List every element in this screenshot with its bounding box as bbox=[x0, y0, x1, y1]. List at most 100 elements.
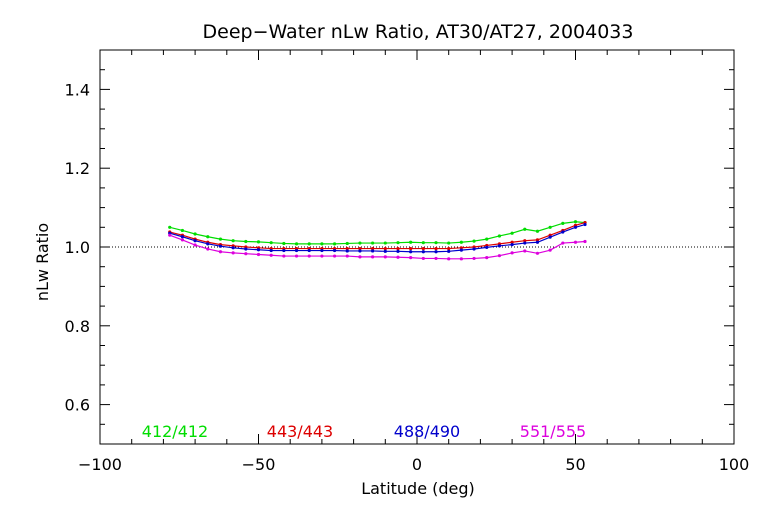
data-point bbox=[548, 225, 552, 229]
data-point bbox=[573, 220, 578, 224]
x-axis-label: Latitude (deg) bbox=[361, 479, 475, 498]
data-point bbox=[383, 249, 387, 253]
legend: 412/412 443/443 488/490 551/555 bbox=[142, 422, 586, 441]
series-layer bbox=[168, 220, 587, 261]
data-point bbox=[434, 250, 438, 254]
data-point bbox=[168, 233, 172, 237]
data-point bbox=[269, 241, 273, 245]
x-tick-label: 50 bbox=[565, 455, 585, 474]
data-point bbox=[409, 250, 413, 254]
data-point bbox=[421, 256, 425, 261]
data-point bbox=[510, 251, 514, 255]
data-point bbox=[583, 222, 587, 227]
data-point bbox=[434, 246, 438, 251]
data-point bbox=[523, 239, 527, 243]
data-point bbox=[282, 248, 286, 253]
data-point bbox=[371, 246, 375, 251]
data-point bbox=[218, 237, 223, 241]
data-point bbox=[193, 239, 197, 243]
data-point bbox=[180, 238, 185, 242]
data-point bbox=[510, 240, 514, 244]
data-point bbox=[256, 240, 261, 244]
data-point bbox=[332, 254, 337, 258]
data-point bbox=[282, 241, 286, 246]
data-point bbox=[231, 251, 235, 255]
data-point bbox=[383, 241, 387, 245]
series-line bbox=[169, 234, 586, 260]
data-point bbox=[320, 254, 324, 258]
x-tick-label: 0 bbox=[412, 455, 422, 474]
data-point bbox=[548, 235, 552, 239]
y-tick-label: 1.2 bbox=[65, 159, 90, 178]
data-point bbox=[269, 253, 273, 257]
data-point bbox=[345, 246, 349, 251]
data-point bbox=[320, 242, 324, 246]
data-point bbox=[294, 248, 299, 253]
data-point bbox=[244, 252, 248, 256]
data-point bbox=[548, 248, 552, 252]
data-point bbox=[332, 248, 337, 253]
data-point bbox=[206, 242, 210, 246]
data-point bbox=[307, 242, 311, 246]
data-point bbox=[396, 241, 400, 245]
data-point bbox=[193, 232, 197, 236]
data-point bbox=[345, 249, 349, 253]
data-point bbox=[510, 243, 514, 247]
data-point bbox=[561, 241, 565, 245]
data-point bbox=[497, 254, 502, 258]
data-point bbox=[573, 240, 578, 244]
x-tick-label: 100 bbox=[719, 455, 750, 474]
data-point bbox=[218, 244, 223, 248]
legend-entry: 488/490 bbox=[394, 422, 460, 441]
legend-entry: 551/555 bbox=[520, 422, 586, 441]
data-point bbox=[180, 228, 185, 233]
data-point bbox=[282, 254, 286, 258]
y-axis-ticks: 0.6 0.8 1.0 1.2 1.4 bbox=[65, 80, 734, 415]
data-point bbox=[396, 246, 400, 251]
data-point bbox=[206, 235, 210, 239]
data-point bbox=[371, 255, 375, 259]
data-point bbox=[459, 248, 463, 252]
data-point bbox=[231, 246, 235, 250]
minor-ticks bbox=[100, 49, 734, 445]
data-point bbox=[573, 225, 578, 229]
data-point bbox=[345, 254, 349, 258]
data-point bbox=[180, 235, 185, 239]
data-point bbox=[523, 249, 527, 253]
data-point bbox=[358, 246, 362, 251]
data-point bbox=[434, 241, 438, 245]
series-line bbox=[169, 223, 586, 253]
data-point bbox=[472, 247, 476, 251]
data-point bbox=[459, 257, 463, 261]
data-point bbox=[294, 254, 299, 258]
data-point bbox=[269, 248, 273, 253]
y-tick-label: 1.4 bbox=[65, 80, 90, 99]
data-point bbox=[371, 249, 375, 253]
data-point bbox=[472, 256, 476, 261]
data-point bbox=[409, 246, 413, 251]
y-tick-label: 0.6 bbox=[65, 396, 90, 415]
data-point bbox=[383, 246, 387, 251]
data-point bbox=[218, 250, 223, 254]
data-point bbox=[244, 239, 248, 244]
data-point bbox=[447, 246, 451, 251]
data-point bbox=[332, 242, 337, 246]
x-tick-label: −50 bbox=[242, 455, 276, 474]
data-point bbox=[409, 256, 413, 260]
data-point bbox=[421, 241, 425, 245]
data-point bbox=[447, 241, 451, 245]
data-point bbox=[256, 248, 261, 252]
data-point bbox=[523, 241, 527, 245]
data-point bbox=[535, 251, 540, 255]
data-point bbox=[256, 252, 261, 257]
data-point bbox=[497, 244, 502, 248]
data-point bbox=[523, 227, 527, 231]
data-point bbox=[294, 242, 299, 246]
series-line bbox=[169, 221, 586, 250]
data-point bbox=[358, 255, 362, 259]
chart-title: Deep−Water nLw Ratio, AT30/AT27, 2004033 bbox=[203, 21, 634, 43]
data-point bbox=[434, 256, 438, 261]
data-point bbox=[447, 249, 451, 253]
data-point bbox=[193, 243, 197, 247]
data-point bbox=[583, 239, 587, 244]
